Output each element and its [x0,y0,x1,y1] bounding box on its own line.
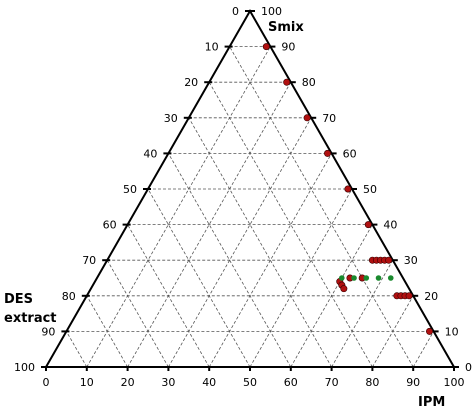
tick-label-smix: 20 [424,290,438,303]
tick-label-des: 50 [123,183,137,196]
tick-label-ipm: 80 [365,376,379,389]
tick-label-des: 100 [14,361,35,374]
grid-line-des [147,188,251,368]
data-point-green [351,275,357,281]
data-point-green [375,275,382,281]
grid-line-ipm [168,117,312,368]
tick-label-smix: 70 [322,112,336,125]
tick-label-des: 70 [82,254,96,267]
data-point-green [387,275,394,281]
grid-layer [66,46,434,368]
grid-line-des [106,260,169,368]
data-point-red [262,43,270,51]
tick-label-smix: 60 [343,147,357,160]
tick-label-ipm: 60 [284,376,298,389]
tick-label-des: 10 [205,41,219,54]
grid-line-des [86,295,128,368]
axis-title-ipm: IPM [418,395,445,410]
tick-label-smix: 80 [302,76,316,89]
data-point-red [364,221,372,229]
tick-label-smix: 100 [261,5,282,18]
tick-label-layer: 0 0 0 10 10 10 20 20 20 30 30 30 40 40 40 50 50 50 60 60 60 7… [14,5,472,389]
tick-label-des: 80 [62,290,76,303]
data-point-red [405,292,413,300]
data-point-red [426,327,434,335]
tick-label-ipm: 90 [406,376,420,389]
tick-label-smix: 90 [281,41,295,54]
data-point-layer [262,43,434,335]
tick-label-ipm: 70 [325,376,339,389]
tick-label-smix: 50 [363,183,377,196]
tick-label-smix: 0 [465,361,472,374]
tick-label-des: 60 [103,219,117,232]
tick-label-des: 40 [143,147,157,160]
axis-title-des-extract-line2: extract [4,311,57,326]
data-point-red [283,78,291,86]
tick-label-des: 20 [184,76,198,89]
data-point-green [339,275,345,281]
tick-layer [41,10,459,371]
grid-line-ipm [290,224,373,368]
tick-label-des: 90 [41,325,55,338]
grid-line-des [66,331,88,368]
grid-line-ipm [331,260,394,368]
tick-label-smix: 10 [445,325,459,338]
data-point-red [303,114,311,122]
data-point-red [344,185,352,193]
grid-line-ipm [412,331,434,368]
tick-label-smix: 40 [383,219,397,232]
tick-label-ipm: 100 [444,376,465,389]
tick-label-ipm: 10 [80,376,94,389]
tick-label-des: 30 [164,112,178,125]
grid-line-des [188,117,332,368]
tick-label-ipm: 40 [202,376,216,389]
axis-title-des-extract-line1: DES [4,292,33,307]
tick-label-ipm: 20 [121,376,135,389]
grid-line-ipm [86,46,271,368]
tick-label-ipm: 30 [161,376,175,389]
axis-title-smix: Smix [268,20,304,35]
tick-label-ipm: 50 [243,376,257,389]
grid-line-ipm [372,295,414,368]
tick-label-ipm: 0 [43,376,50,389]
data-point-red [385,256,393,264]
tick-label-smix: 30 [404,254,418,267]
grid-line-ipm [249,188,353,368]
grid-line-des [229,46,414,368]
data-point-red [340,285,348,293]
data-point-green [363,275,370,281]
tick-label-des: 0 [232,5,239,18]
grid-line-des [127,224,210,368]
data-point-red [324,149,332,157]
